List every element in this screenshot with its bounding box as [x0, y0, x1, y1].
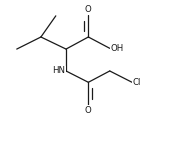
Text: O: O	[85, 106, 92, 115]
Text: OH: OH	[111, 44, 124, 53]
Text: Cl: Cl	[133, 78, 141, 87]
Text: O: O	[85, 5, 92, 14]
Text: HN: HN	[52, 66, 65, 76]
